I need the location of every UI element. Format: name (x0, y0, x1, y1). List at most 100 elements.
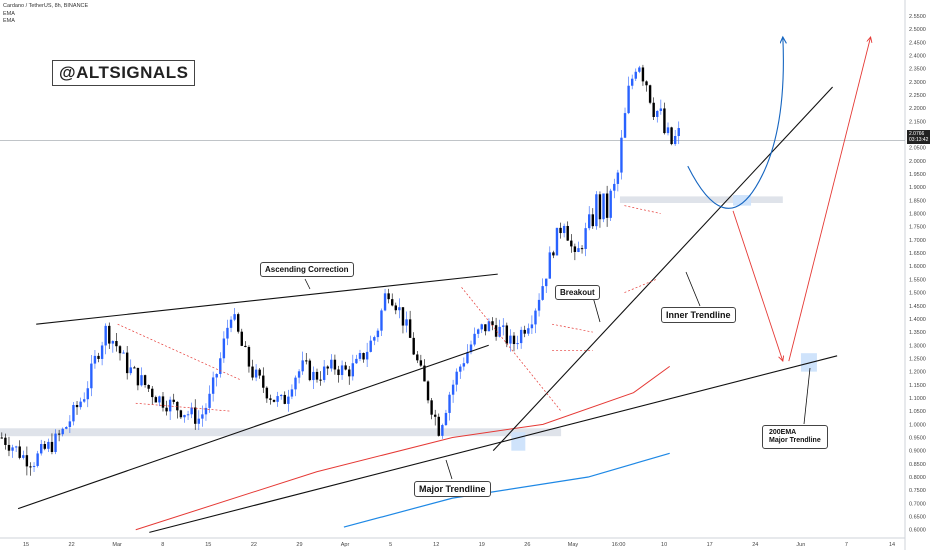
candle-body (455, 371, 458, 385)
candle-body (333, 359, 337, 370)
candle-body (265, 387, 269, 399)
price-tick-label: 1.1500 (909, 383, 926, 389)
label-leader (445, 459, 453, 480)
candle-body (168, 399, 172, 412)
candle-body (598, 194, 602, 220)
price-tick-label: 2.5000 (909, 27, 926, 33)
price-tick-label: 1.6000 (909, 264, 926, 270)
price-tick-label: 1.0000 (909, 422, 926, 428)
candle-body (673, 136, 677, 145)
candle-body (100, 345, 104, 359)
candle-body (133, 367, 136, 369)
candle-body (595, 194, 598, 227)
major-trendline (149, 355, 838, 533)
candle-body (244, 345, 247, 347)
price-tick-label: 1.3000 (909, 343, 926, 349)
time-tick-label: 7 (845, 542, 848, 548)
time-tick-label: 12 (433, 542, 439, 548)
candle-body (537, 299, 541, 311)
candle-body (552, 252, 555, 256)
candle-body (226, 327, 229, 339)
time-tick-label: 22 (69, 542, 75, 548)
candle-body (577, 248, 580, 252)
candle-body (652, 102, 655, 117)
price-tick-label: 1.7500 (909, 225, 926, 231)
candle-body (25, 455, 29, 467)
time-tick-label: 24 (752, 542, 758, 548)
brand-watermark: @ALTSIGNALS (52, 60, 196, 86)
label-leader (803, 367, 811, 425)
candle-body (161, 396, 165, 408)
candle-body (616, 172, 620, 184)
candle-body (322, 366, 326, 380)
candle-body (269, 398, 272, 400)
candle-body (115, 341, 118, 347)
price-tick-label: 1.8500 (909, 198, 926, 204)
ema-label-line: 200EMA (769, 429, 797, 436)
candle-body (613, 183, 616, 191)
time-tick-label: 14 (889, 542, 895, 548)
candle-body (247, 346, 251, 367)
price-tick-label: 1.3500 (909, 330, 926, 336)
candle-body (330, 359, 333, 369)
candle-body (93, 355, 97, 364)
candle-body (11, 447, 14, 451)
time-tick-label: 29 (296, 542, 302, 548)
candle-body (627, 85, 630, 114)
ema-major-trendline-label: 200EMA Major Trendline (762, 425, 828, 449)
ascending-correction-label: Ascending Correction (260, 262, 354, 277)
candle-body (416, 354, 419, 361)
candle-body (394, 305, 397, 311)
ascending-correction-upper (36, 273, 498, 325)
candle-body (222, 338, 226, 359)
price-tick-label: 1.9500 (909, 172, 926, 178)
candle-body (65, 427, 68, 429)
ema-label-line: Major Trendline (769, 437, 821, 444)
candle-body (251, 366, 254, 378)
ema-long-line (343, 452, 670, 528)
price-tick-label: 1.9000 (909, 185, 926, 191)
price-tick-label: 2.4000 (909, 53, 926, 59)
price-tick-label: 1.1000 (909, 396, 926, 402)
touch-highlight (511, 432, 526, 451)
candle-body (398, 307, 401, 311)
candle-body (125, 352, 129, 374)
candle-body (254, 369, 258, 378)
price-tick-label: 2.0500 (909, 146, 926, 152)
candle-body (634, 71, 637, 79)
price-tick-label: 0.8000 (909, 475, 926, 481)
candle-body (355, 358, 358, 364)
candle-body (573, 246, 577, 252)
candle-body (29, 466, 32, 468)
time-tick-label: 26 (524, 542, 530, 548)
candle-body (36, 453, 39, 466)
touch-highlight (733, 195, 752, 206)
price-tick-label: 0.6000 (909, 528, 926, 534)
candle-body (104, 325, 107, 346)
candle-body (383, 293, 387, 311)
candle-body (494, 325, 498, 337)
time-tick-label: 5 (389, 542, 392, 548)
candle-body (287, 396, 290, 404)
price-tick-label: 2.2500 (909, 93, 926, 99)
candle-body (136, 367, 140, 386)
ema-indicator-label[interactable]: EMA (3, 11, 15, 17)
dashed-channel-line (624, 279, 657, 293)
candle-body (165, 407, 168, 412)
candle-body (480, 324, 483, 330)
candle-body (451, 384, 455, 395)
time-tick-label: Jun (796, 542, 805, 548)
candle-body (584, 228, 587, 249)
candle-body (97, 355, 100, 359)
ascending-correction-lower (17, 344, 489, 510)
candle-body (147, 384, 150, 389)
candle-body (376, 330, 380, 338)
breakout-label: Breakout (555, 285, 600, 300)
candle-body (365, 351, 369, 360)
candle-body (380, 310, 383, 331)
candle-body (276, 396, 279, 402)
last-price-tag: 2.0766 03:13:42 (907, 130, 931, 144)
ema-indicator-label[interactable]: EMA (3, 18, 15, 24)
candle-body (118, 346, 122, 354)
